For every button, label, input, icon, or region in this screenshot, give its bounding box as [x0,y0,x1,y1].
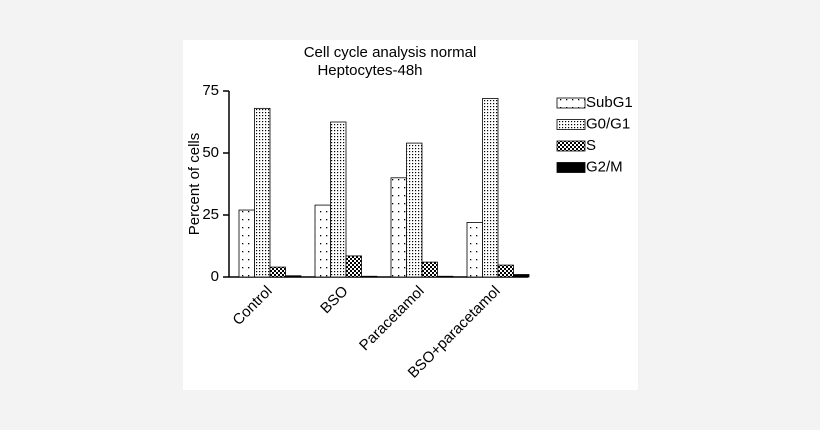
bar [406,142,423,278]
bar [390,177,407,278]
bar [497,264,514,278]
bar [285,275,302,278]
y-axis-label: Percent of cells [186,133,203,236]
bar [238,209,255,278]
y-tick-label: 0 [211,268,219,285]
bar [437,275,454,278]
bar [254,107,271,278]
chart-title: Cell cycle analysis normal [304,44,477,61]
chart-subtitle: Heptocytes-48h [317,62,422,79]
legend-label: SubG1 [586,94,633,111]
y-tick-label: 25 [202,206,219,223]
legend-swatch [556,119,586,130]
bar [466,222,483,278]
bar [482,98,499,278]
bar [269,266,286,278]
legend-label: S [586,137,596,154]
legend-label: G2/M [586,158,623,175]
bar [345,255,362,278]
legend-label: G0/G1 [586,115,630,132]
bar [330,121,347,278]
bar [314,204,331,278]
y-tick-label: 75 [202,82,219,99]
bar [513,274,530,278]
bar [361,275,378,278]
y-tick-label: 50 [202,144,219,161]
bar [421,261,438,278]
legend-swatch [556,97,586,109]
legend-swatch [556,140,586,152]
legend-swatch [556,162,586,173]
